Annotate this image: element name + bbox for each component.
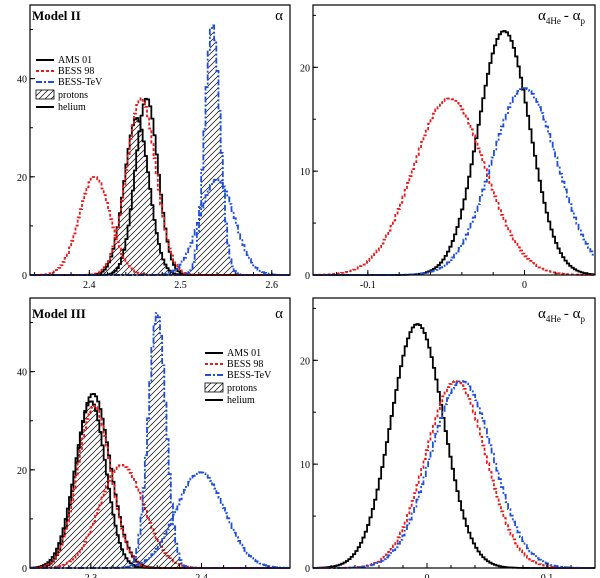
panel-corner-label: α: [275, 8, 283, 24]
x-tick-label: 0: [425, 573, 430, 578]
curve-ams: [313, 323, 595, 569]
panel-corner-label: α4He - αp: [538, 8, 585, 26]
panel-title: Model II: [32, 8, 81, 23]
curve-besstev: [313, 380, 595, 569]
legend-label-protons: protons: [227, 383, 257, 394]
legend-label-bess98: BESS 98: [58, 66, 94, 77]
plot-area: [313, 30, 595, 276]
curve-besstev-helium: [30, 178, 290, 276]
plot-area: [313, 323, 595, 569]
legend-label-besstev: BESS-TeV: [58, 77, 103, 88]
curve-bess98-helium: [30, 464, 290, 569]
x-tick-label: 0: [522, 280, 527, 291]
curve-bess98: [313, 97, 595, 276]
legend: AMS 01 BESS 98 BESS-TeV protons helium: [204, 348, 272, 406]
y-tick-label: 20: [300, 63, 310, 74]
plot-frame: [312, 297, 596, 569]
legend-label-ams: AMS 01: [227, 348, 261, 359]
y-tick-label: 10: [300, 167, 310, 178]
x-tick-label: -0.1: [360, 280, 376, 291]
legend-label-ams: AMS 01: [58, 55, 92, 66]
panel-model-iii-delta: α4He- αp 0 0.1 0 10 20: [300, 297, 596, 578]
legend-label-helium: helium: [58, 102, 86, 113]
hatch-besstev-protons: [30, 313, 290, 568]
panel-model-ii-alpha: Model II α AMS 01 BESS 98 BESS-TeV proto…: [17, 4, 291, 291]
panel-title: Model III: [32, 306, 86, 321]
legend-swatch-protons: [35, 89, 55, 100]
panel-model-iii-alpha: Model III α AMS 01 BESS 98 BESS-TeV prot…: [17, 297, 291, 578]
panel-corner-label: α: [275, 306, 283, 322]
plot-frame: [312, 4, 596, 276]
x-tick-label: 2.4: [195, 573, 208, 578]
plot-frame: [29, 4, 291, 276]
y-tick-label: 40: [17, 368, 27, 379]
legend-label-protons: protons: [58, 90, 88, 101]
hatch-besstev-protons: [30, 25, 290, 276]
y-tick-label: 20: [300, 356, 310, 367]
y-tick-label: 10: [300, 460, 310, 471]
curve-ams: [313, 30, 595, 276]
x-tick-label: 2.3: [85, 573, 98, 578]
panel-corner-label: α4He - αp: [538, 306, 585, 324]
y-tick-label: 40: [17, 75, 27, 86]
legend-label-helium: helium: [227, 395, 255, 406]
x-tick-label: 0.1: [541, 573, 554, 578]
curve-besstev: [313, 87, 595, 276]
y-tick-label: 20: [17, 466, 27, 477]
y-tick-label: 20: [17, 173, 27, 184]
x-tick-label: 2.4: [83, 280, 96, 291]
plot-frame: [29, 297, 291, 569]
y-tick-label: 0: [305, 564, 310, 575]
legend-label-bess98: BESS 98: [227, 359, 263, 370]
panel-model-ii-delta: α4He - αp -0.1 0 0 10 20: [300, 4, 596, 291]
y-tick-label: 0: [22, 271, 27, 282]
hatch-ams-protons: [30, 401, 290, 568]
legend-swatch-protons: [204, 382, 224, 393]
legend: AMS 01 BESS 98 BESS-TeV protons helium: [35, 55, 103, 113]
legend-label-besstev: BESS-TeV: [227, 370, 272, 381]
y-tick-label: 0: [305, 271, 310, 282]
x-tick-label: 2.5: [174, 280, 187, 291]
x-tick-label: 2.6: [266, 280, 279, 291]
y-tick-label: 0: [22, 564, 27, 575]
curve-besstev-helium: [30, 471, 290, 569]
